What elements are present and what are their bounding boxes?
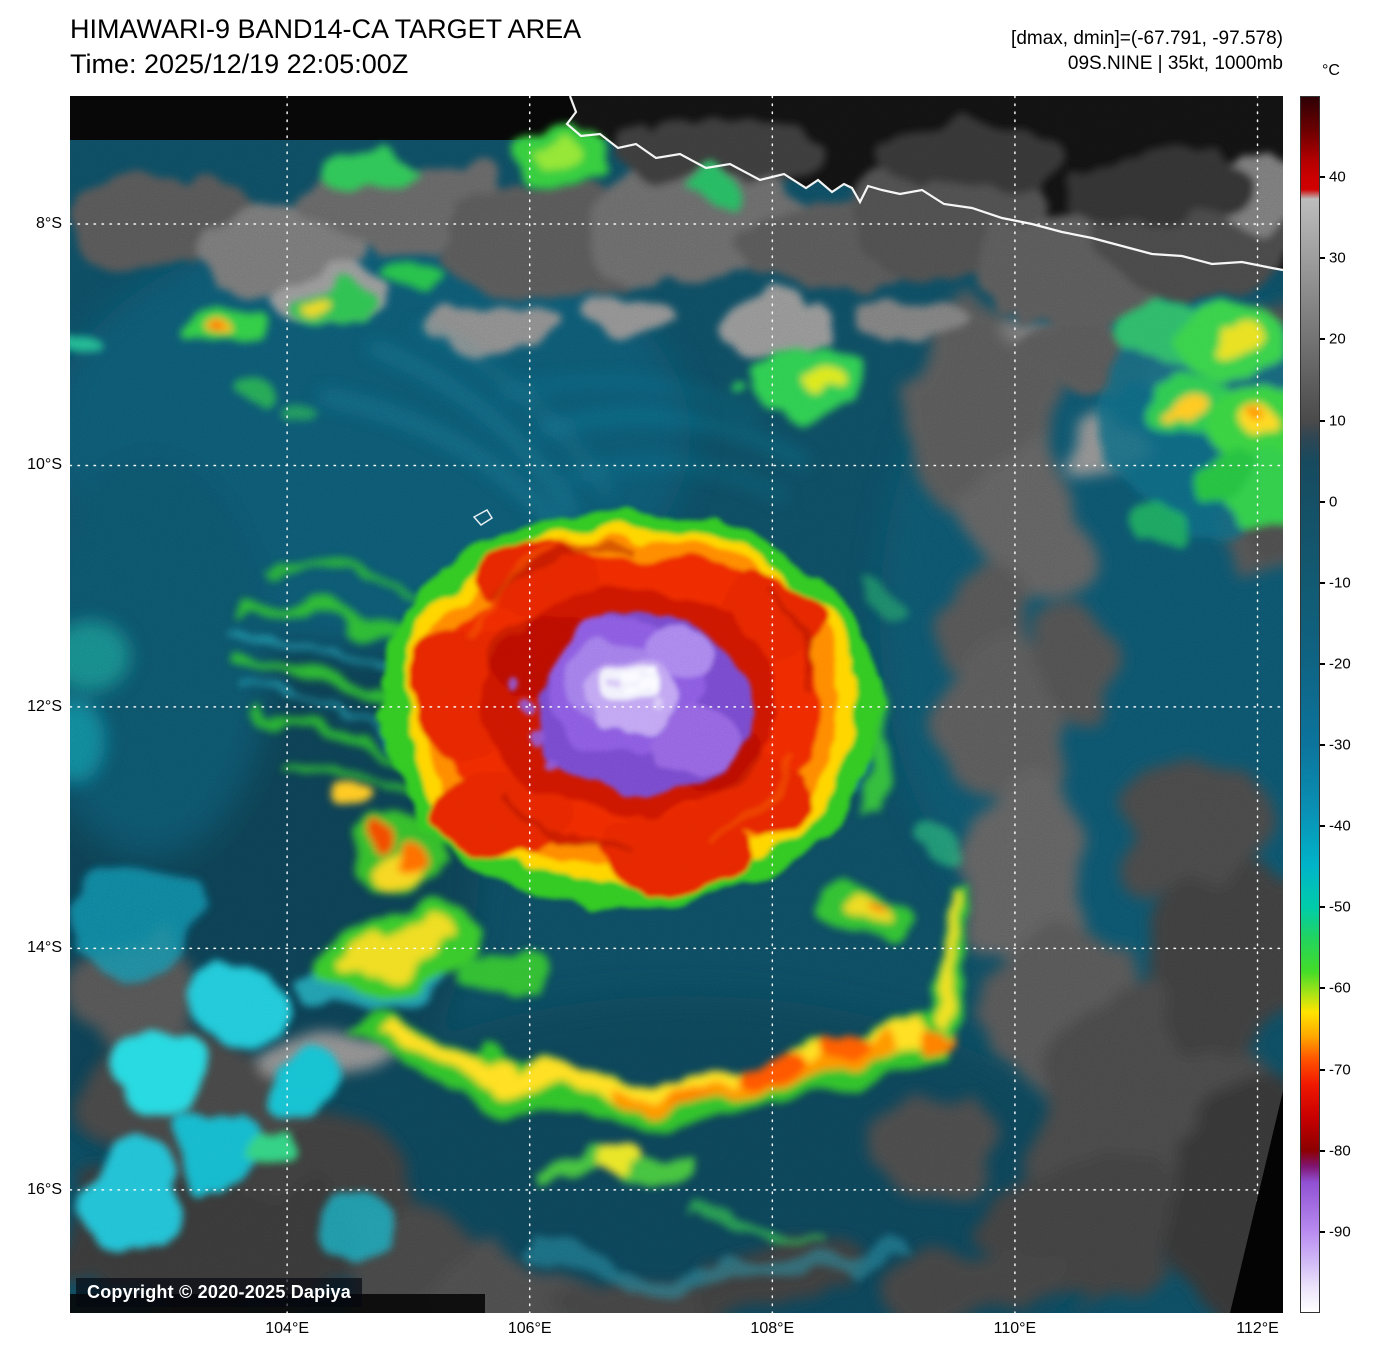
colorbar-tick <box>1320 176 1325 179</box>
colorbar-tick-label: -50 <box>1329 898 1351 916</box>
colorbar-tick <box>1320 987 1325 990</box>
satellite-map: Copyright © 2020-2025 Dapiya <box>70 96 1283 1313</box>
colorbar-tick-label: 40 <box>1329 168 1346 186</box>
colorbar-tick <box>1320 1230 1325 1233</box>
longitude-label: 108°E <box>750 1320 795 1337</box>
latitude-label: 16°S <box>27 1180 62 1198</box>
colorbar-tick <box>1320 257 1325 260</box>
colorbar-tick-label: 10 <box>1329 412 1346 430</box>
image-title: HIMAWARI-9 BAND14-CA TARGET AREA <box>70 14 582 44</box>
colorbar-tick-label: -90 <box>1329 1223 1351 1241</box>
coastline <box>472 96 1283 526</box>
colorbar-tick <box>1320 338 1325 341</box>
colorbar-tick <box>1320 419 1325 422</box>
colorbar-ticks: 40 30 20 10 0 -10 -20 -30 -40 -50 -60 -70 -80 -90 <box>1300 96 1351 1313</box>
colorbar-tick <box>1320 1149 1325 1152</box>
storm-info: 09S.NINE | 35kt, 1000mb <box>1067 53 1283 74</box>
colorbar-tick-label: -20 <box>1329 655 1351 673</box>
dmax-dmin-readout: [dmax, dmin]=(-67.791, -97.578) <box>1011 28 1283 49</box>
colorbar-tick <box>1320 825 1325 828</box>
colorbar-tick-label: -80 <box>1329 1142 1351 1160</box>
colorbar-tick-label: -10 <box>1329 574 1351 592</box>
latitude-label: 8°S <box>36 214 62 232</box>
latitude-label: 10°S <box>27 456 62 474</box>
colorbar-tick <box>1320 500 1325 503</box>
colorbar-tick <box>1320 581 1325 584</box>
noise-overlay <box>70 96 1283 1313</box>
colorbar-tick-label: -60 <box>1329 979 1351 997</box>
colorbar-tick <box>1320 1068 1325 1071</box>
colorbar-gradient <box>1300 96 1320 1313</box>
colorbar-tick-label: -70 <box>1329 1061 1351 1079</box>
latitude-label: 14°S <box>27 939 62 957</box>
colorbar-tick <box>1320 744 1325 747</box>
scan-edge <box>1230 1091 1283 1313</box>
image-time: Time: 2025/12/19 22:05:00Z <box>70 49 409 79</box>
header-left: HIMAWARI-9 BAND14-CA TARGET AREA Time: 2… <box>70 12 581 82</box>
island-outline <box>472 509 494 526</box>
colorbar-tick <box>1320 662 1325 665</box>
longitude-label: 110°E <box>993 1320 1037 1337</box>
colorbar-unit-label: °C <box>1322 62 1340 79</box>
longitude-label: 112°E <box>1236 1320 1279 1337</box>
colorbar-tick-label: -30 <box>1329 736 1351 754</box>
copyright-label: Copyright © 2020-2025 Dapiya <box>76 1278 362 1307</box>
colorbar-tick-label: -40 <box>1329 817 1351 835</box>
header-right: [dmax, dmin]=(-67.791, -97.578) 09S.NINE… <box>1011 26 1283 76</box>
colorbar-tick-label: 30 <box>1329 249 1346 267</box>
longitude-label: 104°E <box>265 1320 310 1337</box>
colorbar-tick-label: 0 <box>1329 493 1338 511</box>
colorbar-tick <box>1320 906 1325 909</box>
latitude-label: 12°S <box>27 697 62 715</box>
satellite-image <box>70 96 1283 1313</box>
grid-layer <box>70 96 1283 1313</box>
longitude-label: 106°E <box>507 1320 552 1337</box>
colorbar-tick-label: 20 <box>1329 330 1346 348</box>
